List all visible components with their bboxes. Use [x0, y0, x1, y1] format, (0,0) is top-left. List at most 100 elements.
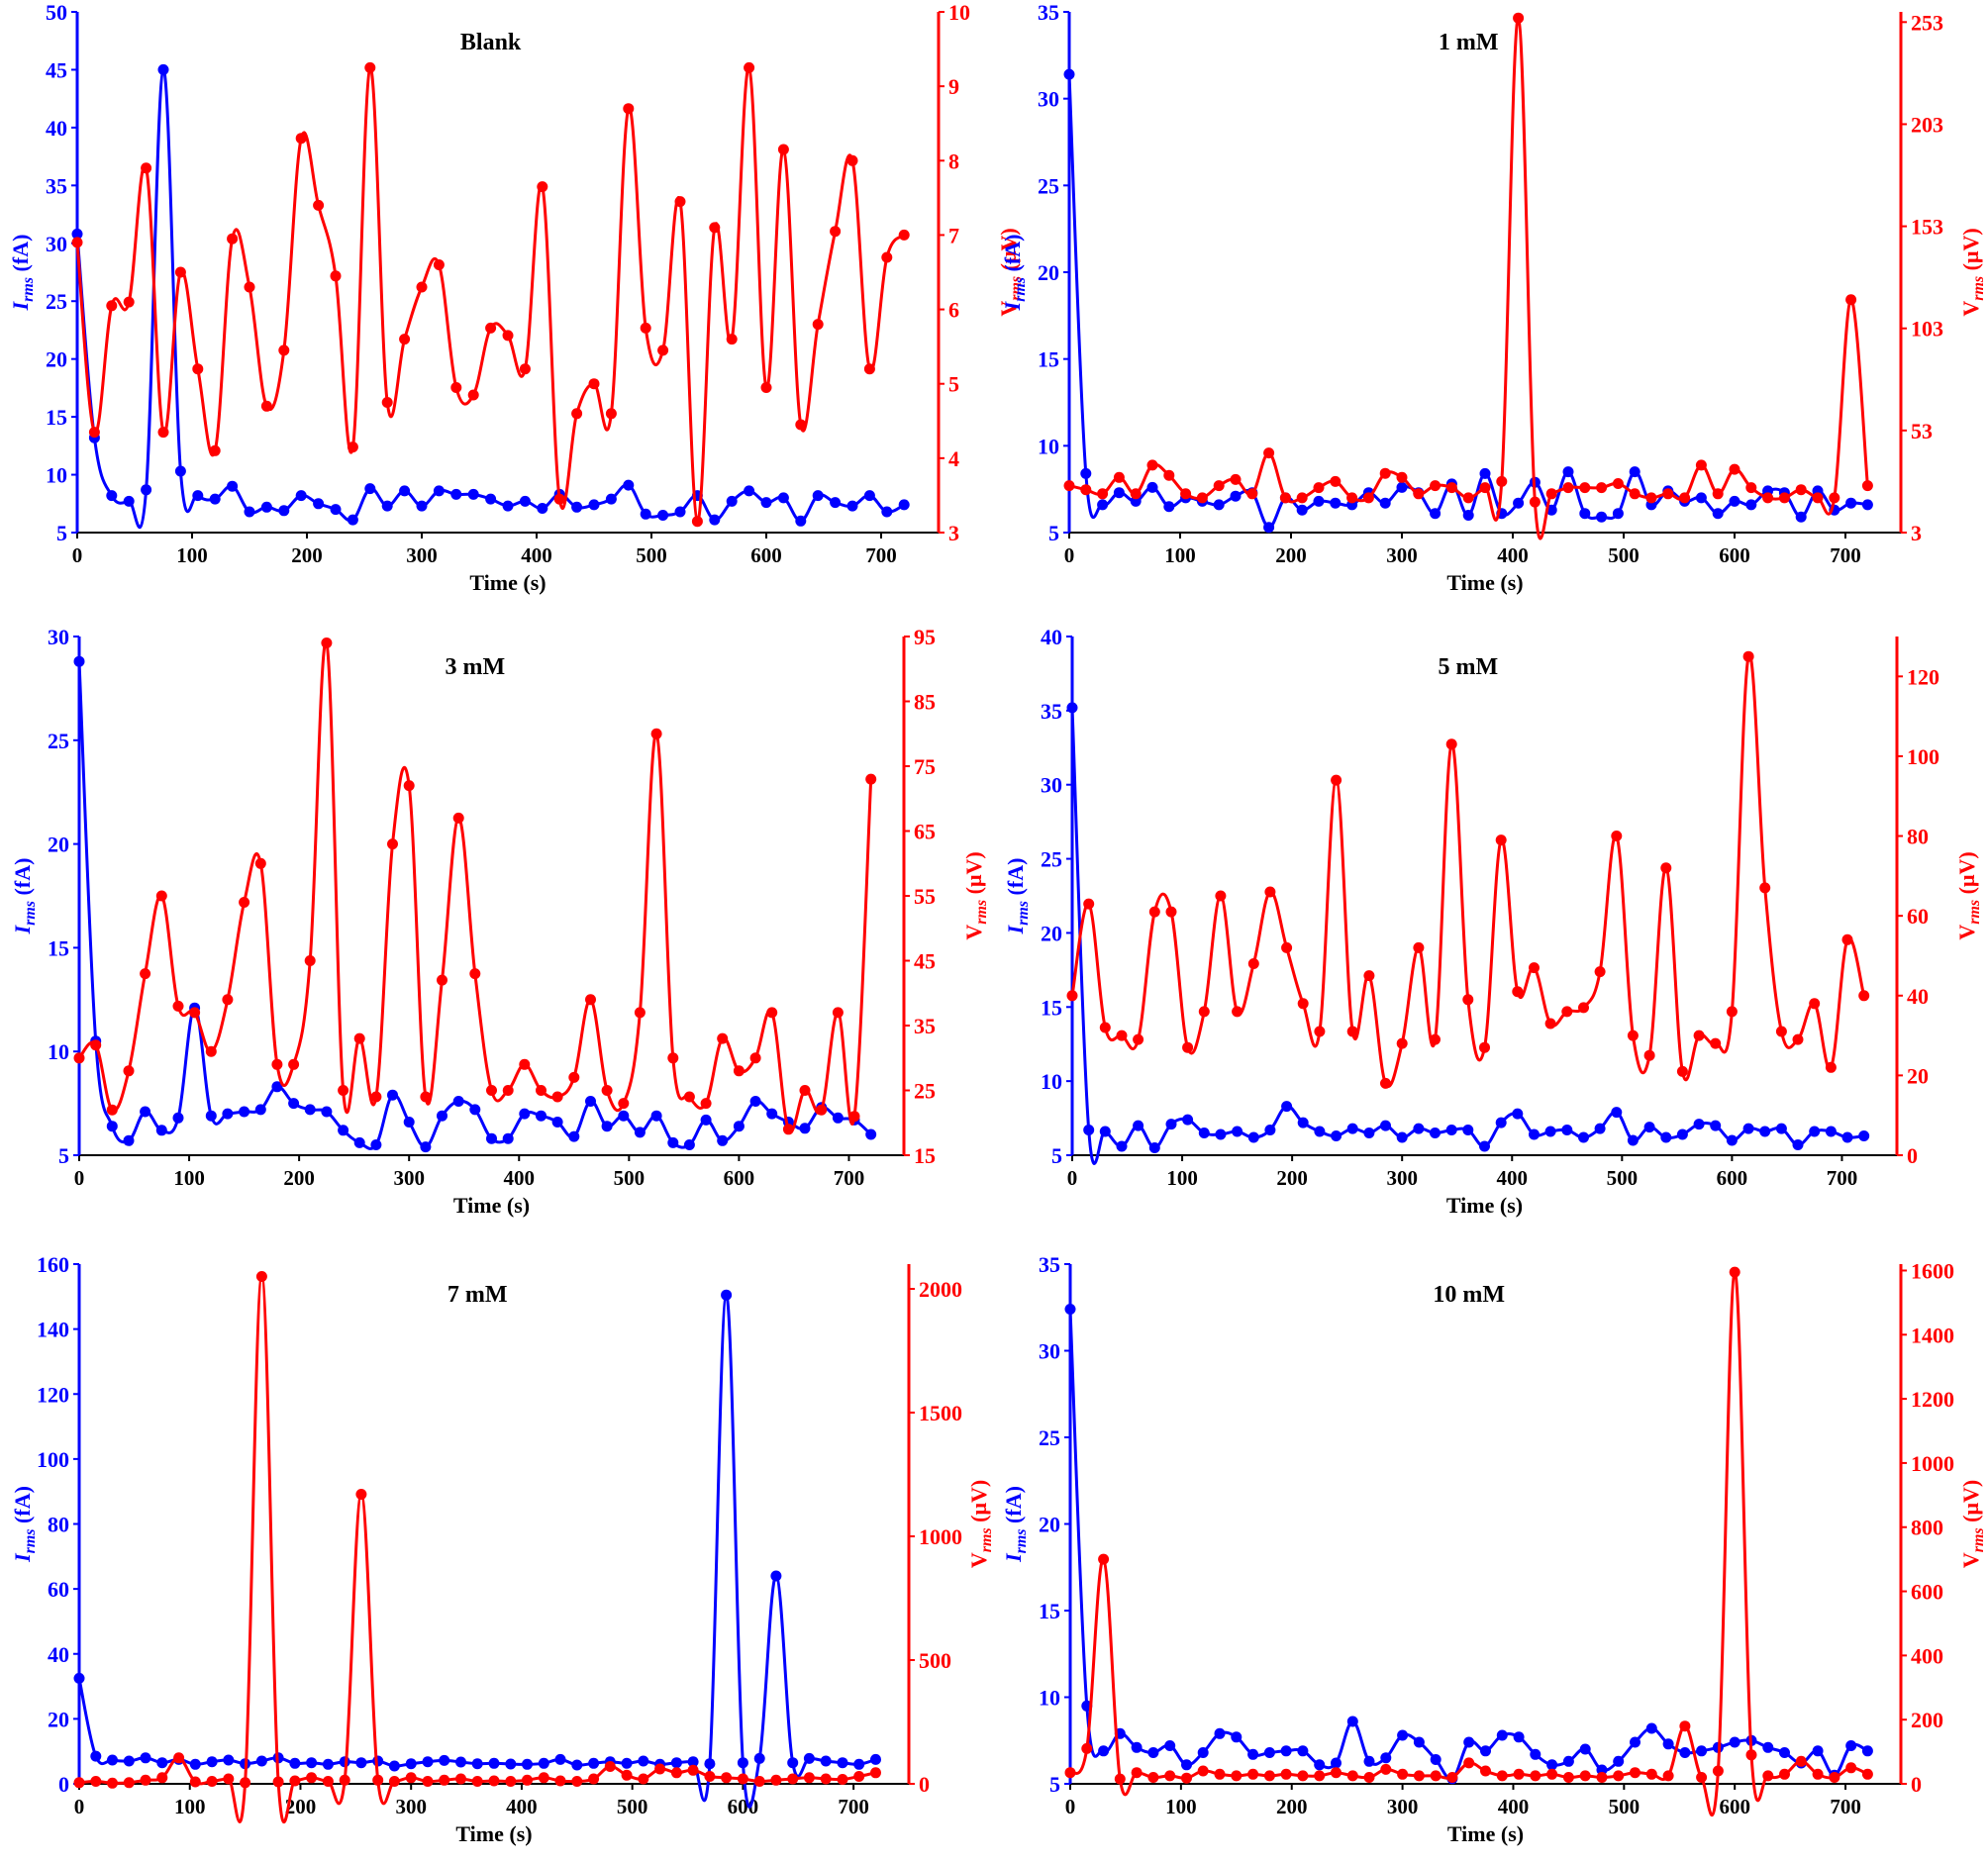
voltage-data-point [1413, 488, 1425, 500]
voltage-data-point [1480, 1765, 1491, 1777]
x-tick-label: 500 [617, 1795, 648, 1818]
current-data-point [388, 1760, 400, 1772]
voltage-data-point [330, 270, 342, 282]
voltage-data-point [1098, 1553, 1110, 1565]
left-y-tick-label: 15 [1038, 347, 1059, 372]
voltage-data-point [1246, 488, 1258, 500]
voltage-data-point [536, 1085, 547, 1096]
current-data-point [1297, 1117, 1309, 1128]
voltage-data-point [1080, 484, 1092, 496]
right-y-tick-label: 45 [914, 949, 936, 974]
voltage-data-point [1263, 1770, 1275, 1782]
x-tick-label: 0 [1067, 1166, 1078, 1190]
current-data-point [638, 1755, 649, 1767]
current-data-point [1396, 481, 1408, 493]
current-data-point [1779, 1747, 1790, 1758]
x-tick-label: 200 [1276, 1795, 1308, 1818]
current-data-point [1529, 1128, 1540, 1140]
voltage-data-point [1829, 492, 1840, 504]
current-data-point [1578, 1131, 1589, 1143]
current-data-point [1462, 510, 1474, 521]
voltage-data-point [260, 400, 272, 412]
right-y-tick-label: 65 [914, 820, 936, 844]
current-data-point [870, 1753, 881, 1765]
voltage-data-point [1063, 480, 1075, 492]
voltage-data-point [1279, 492, 1291, 504]
voltage-data-point [1148, 906, 1160, 918]
voltage-data-point [1578, 1002, 1589, 1014]
left-axis-label-main: I [1003, 924, 1028, 934]
voltage-data-point [1795, 484, 1807, 496]
current-data-point [260, 501, 272, 513]
right-y-tick-label: 10 [948, 0, 970, 25]
current-data-point [433, 485, 445, 497]
voltage-data-point [846, 154, 858, 166]
voltage-data-point [519, 1058, 531, 1070]
left-axis-label-sub: rms [22, 1528, 39, 1553]
voltage-data-point [381, 397, 393, 408]
voltage-data-point [1726, 1006, 1738, 1018]
current-data-point [863, 490, 875, 502]
voltage-data-point [853, 1771, 865, 1782]
voltage-data-point [1612, 478, 1624, 489]
voltage-data-point [1762, 492, 1774, 504]
right-axis-label: Vrms (μV) [966, 1480, 995, 1568]
voltage-data-point [683, 1091, 695, 1103]
left-y-tick-label: 10 [1038, 434, 1059, 458]
current-data-point [155, 1125, 167, 1136]
voltage-data-point [71, 237, 83, 248]
voltage-data-point [156, 1772, 168, 1784]
current-data-point [1858, 1130, 1870, 1141]
left-axis-label-unit: (fA) [10, 858, 35, 901]
x-tick-label: 500 [636, 543, 667, 567]
voltage-data-point [1230, 473, 1242, 485]
voltage-data-point [1396, 471, 1408, 483]
voltage-data-point [1829, 1772, 1840, 1783]
right-axis-label-sub: rms [1966, 900, 1983, 925]
voltage-data-point [1795, 1755, 1807, 1767]
x-axis-label: Time (s) [1446, 1193, 1523, 1218]
current-data-point [1263, 1747, 1275, 1758]
left-axis-label: Irms (fA) [1001, 1486, 1030, 1563]
voltage-data-point [1679, 1720, 1691, 1732]
current-data-point [469, 1104, 481, 1116]
right-y-tick-label: 253 [1911, 10, 1943, 35]
current-data-point [1745, 499, 1757, 511]
current-data-point [1696, 1745, 1708, 1757]
voltage-data-point [1363, 1772, 1375, 1783]
voltage-data-point [744, 61, 755, 73]
right-y-tick-label: 1400 [1911, 1323, 1954, 1347]
current-data-point [399, 485, 411, 497]
voltage-data-point [634, 1007, 646, 1019]
current-data-point [306, 1757, 318, 1769]
current-data-point [223, 1754, 235, 1766]
left-axis-label: Irms (fA) [10, 858, 39, 935]
voltage-data-point [355, 1489, 367, 1500]
x-tick-label: 700 [865, 543, 897, 567]
current-data-point [601, 1121, 613, 1132]
right-y-tick-label: 120 [1907, 664, 1939, 689]
voltage-data-point [467, 389, 479, 401]
left-axis-label-sub: rms [1015, 901, 1032, 926]
current-data-point [141, 484, 152, 496]
current-data-point [571, 501, 583, 513]
voltage-data-point [1330, 475, 1342, 487]
voltage-data-point [106, 1104, 118, 1116]
voltage-data-point [1629, 488, 1640, 500]
chart-panel-3: 0 100 200 300 400 500 600 700 Time (s) 5 10 15 20 25 3… [10, 625, 990, 1218]
voltage-data-point [155, 890, 167, 902]
current-data-point [1562, 1755, 1574, 1767]
left-y-tick-label: 20 [48, 833, 69, 857]
current-data-point [1247, 1748, 1259, 1760]
current-data-point [1445, 1125, 1457, 1135]
current-data-point [353, 1136, 365, 1148]
voltage-data-point [1779, 1768, 1790, 1780]
x-tick-label: 700 [1827, 1166, 1858, 1190]
current-data-point [1630, 1736, 1640, 1748]
x-tick-label: 300 [406, 543, 438, 567]
voltage-data-point [1064, 1767, 1076, 1779]
voltage-data-point [1579, 482, 1591, 494]
current-data-point [485, 493, 497, 505]
voltage-data-point [700, 1098, 712, 1110]
